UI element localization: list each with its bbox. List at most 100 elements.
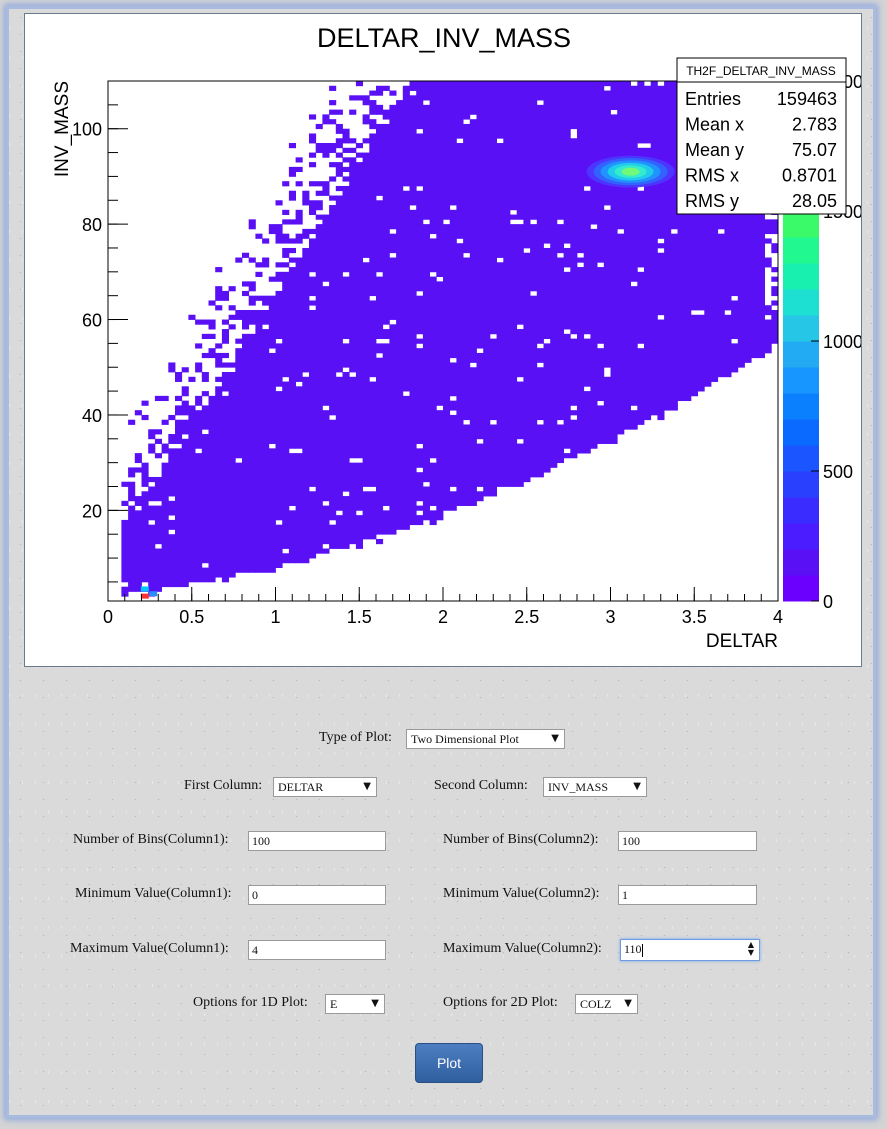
heatmap-cell <box>409 476 417 483</box>
heatmap-cell <box>302 376 310 382</box>
heatmap-cell <box>335 329 343 335</box>
heatmap-cell <box>402 443 410 449</box>
heatmap-cell <box>489 119 497 125</box>
heatmap-cell <box>536 376 544 382</box>
heatmap-cell <box>436 205 444 211</box>
heatmap-cell <box>362 472 370 478</box>
heatmap-cell <box>409 300 417 306</box>
heatmap-cell <box>443 90 451 96</box>
heatmap-cell <box>523 443 531 449</box>
heatmap-cell <box>121 553 129 559</box>
heatmap-cell <box>288 529 296 535</box>
heatmap-cell <box>530 109 538 115</box>
heatmap-cell <box>402 209 410 215</box>
heatmap-cell <box>570 434 578 440</box>
heatmap-cell <box>543 209 551 215</box>
heatmap-cell <box>215 448 223 454</box>
heatmap-cell <box>590 209 598 215</box>
heatmap-cell <box>302 414 310 421</box>
heatmap-cell <box>483 224 491 230</box>
heatmap-cell <box>349 538 357 545</box>
heatmap-cell <box>436 329 444 335</box>
heatmap-cell <box>309 376 317 382</box>
heatmap-cell <box>188 424 196 430</box>
heatmap-cell <box>550 381 558 387</box>
heatmap-cell <box>570 386 578 392</box>
heatmap-cell <box>376 109 384 115</box>
heatmap-cell <box>516 195 524 201</box>
heatmap-cell <box>416 95 424 101</box>
heatmap-cell <box>416 338 424 344</box>
heatmap-cell <box>436 381 444 387</box>
heatmap-cell <box>275 405 283 411</box>
heatmap-cell <box>556 233 564 239</box>
heatmap-cell <box>577 195 585 201</box>
heatmap-cell <box>342 462 350 468</box>
heatmap-cell <box>121 524 129 530</box>
heatmap-cell <box>550 238 558 244</box>
heatmap-cell <box>195 481 203 487</box>
heatmap-cell <box>422 157 430 163</box>
heatmap-cell <box>161 419 169 425</box>
heatmap-cell <box>603 343 611 349</box>
heatmap-cell <box>309 205 317 211</box>
heatmap-cell <box>389 314 397 320</box>
heatmap-cell <box>235 443 243 449</box>
heatmap-cell <box>516 147 524 153</box>
heatmap-cell <box>295 419 303 425</box>
heatmap-cell <box>597 252 605 258</box>
heatmap-cell <box>402 271 410 277</box>
heatmap-cell <box>543 352 551 359</box>
heatmap-cell <box>516 90 524 96</box>
heatmap-cell <box>268 543 276 549</box>
heatmap-cell <box>369 453 377 459</box>
heatmap-cell <box>597 185 605 192</box>
heatmap-cell <box>463 190 471 196</box>
heatmap-cell <box>268 553 276 559</box>
heatmap-cell <box>416 472 424 478</box>
heatmap-cell <box>188 476 196 483</box>
heatmap-cell <box>543 123 551 130</box>
heatmap-cell <box>396 133 404 139</box>
heatmap-cell <box>469 481 477 487</box>
heatmap-cell <box>275 262 283 268</box>
heatmap-cell <box>208 567 216 573</box>
heatmap-cell <box>376 243 384 249</box>
heatmap-cell <box>603 90 611 96</box>
heatmap-cell <box>362 524 370 530</box>
heatmap-cell <box>516 434 524 440</box>
heatmap-cell <box>201 543 209 549</box>
heatmap-cell <box>376 476 384 483</box>
heatmap-cell <box>396 381 404 387</box>
heatmap-cell <box>496 281 504 287</box>
heatmap-cell <box>376 529 384 535</box>
heatmap-cell <box>342 529 350 535</box>
heatmap-cell <box>483 100 491 106</box>
heatmap-cell <box>302 286 310 292</box>
heatmap-cell <box>175 372 183 378</box>
heatmap-cell <box>597 276 605 282</box>
heatmap-cell <box>422 496 430 502</box>
heatmap-cell <box>215 491 223 497</box>
heatmap-cell <box>221 491 229 497</box>
heatmap-cell <box>342 515 350 521</box>
heatmap-cell <box>409 305 417 311</box>
heatmap-cell <box>530 152 538 158</box>
heatmap-cell <box>335 257 343 263</box>
heatmap-cell <box>349 200 357 206</box>
heatmap-cell <box>510 90 518 96</box>
heatmap-cell <box>449 443 457 449</box>
heatmap-cell <box>563 434 571 440</box>
heatmap-cell <box>536 443 544 449</box>
heatmap-cell <box>389 171 397 177</box>
heatmap-cell <box>476 90 484 96</box>
heatmap-cell <box>389 448 397 454</box>
heatmap-cell <box>181 534 189 540</box>
heatmap-cell <box>523 138 531 144</box>
heatmap-cell <box>389 295 397 301</box>
heatmap-cell <box>456 267 464 273</box>
heatmap-cell <box>603 362 611 368</box>
heatmap-cell <box>322 467 330 473</box>
heatmap-cell <box>597 219 605 225</box>
heatmap-cell <box>476 166 484 173</box>
